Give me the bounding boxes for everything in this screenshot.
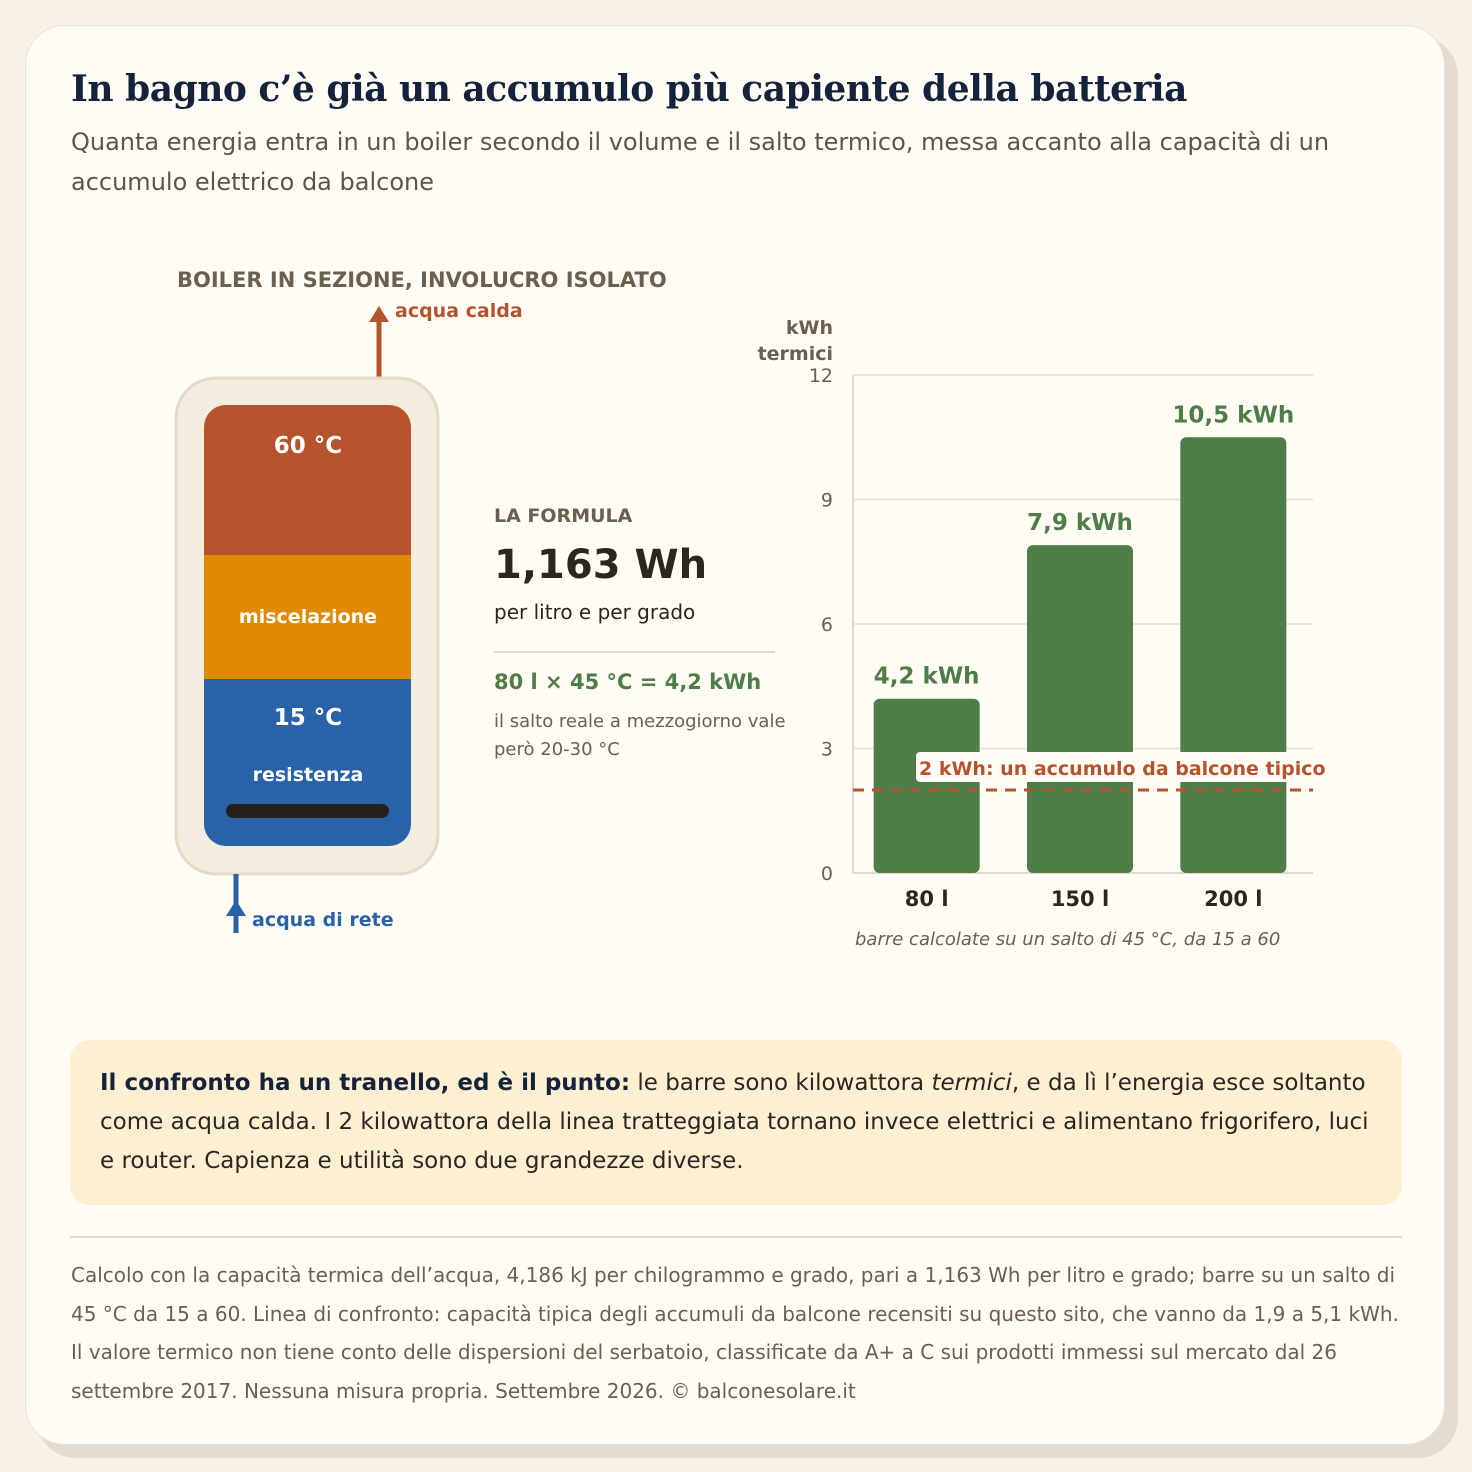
footer-divider — [70, 1236, 1402, 1238]
cold-layer-label: 15 °C — [273, 705, 343, 731]
boiler-section-title: BOILER IN SEZIONE, INVOLUCRO ISOLATO — [177, 268, 667, 292]
cold-water-label: acqua di rete — [252, 909, 394, 931]
formula-unit: per litro e per grado — [494, 600, 696, 624]
callout-text-before: le barre sono kilowattora — [630, 1070, 932, 1096]
comparison-callout: Il confronto ha un tranello, ed è il pun… — [70, 1040, 1402, 1205]
callout-emphasis: termici — [931, 1070, 1012, 1096]
footer-note: Calcolo con la capacità termica dell’acq… — [71, 1263, 1399, 1403]
formula-value: 1,163 Wh — [494, 542, 708, 588]
callout-text-after: , e da lì l’energia esce soltanto come a… — [100, 1070, 1369, 1174]
formula-divider — [494, 651, 775, 653]
formula-kicker: LA FORMULA — [494, 505, 633, 527]
mix-layer-label: miscelazione — [238, 606, 378, 628]
formula-note: il salto reale a mezzogiorno vale però 2… — [494, 711, 786, 760]
formula-example: 80 l × 45 °C = 4,2 kWh — [494, 670, 762, 694]
heater-label: resistenza — [252, 764, 364, 786]
page-title: In bagno c’è già un accumulo più capient… — [71, 68, 1187, 110]
hot-water-label: acqua calda — [395, 300, 523, 322]
callout-lead: Il confronto ha un tranello, ed è il pun… — [100, 1070, 631, 1096]
page-subtitle: Quanta energia entra in un boiler second… — [71, 128, 1330, 196]
hot-layer-label: 60 °C — [273, 433, 343, 459]
